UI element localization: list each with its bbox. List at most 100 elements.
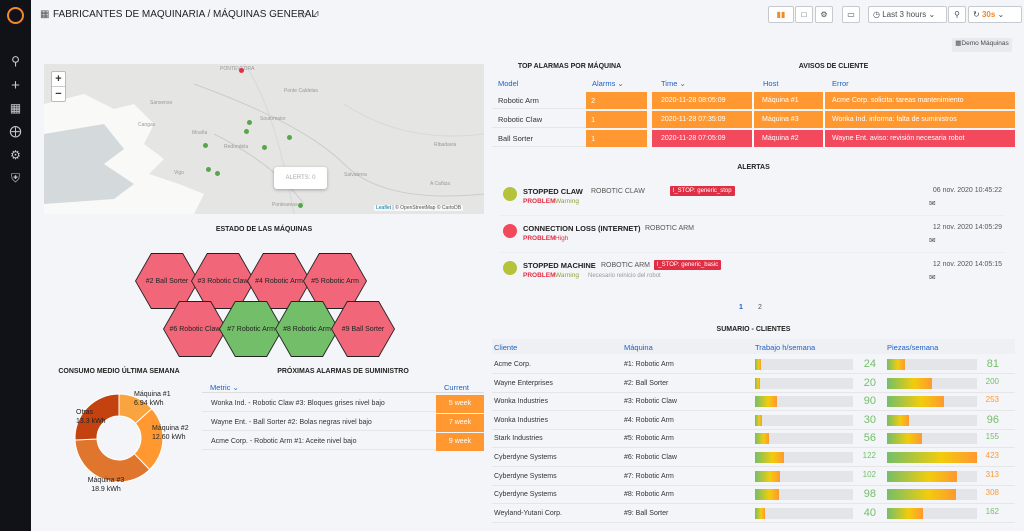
- divider: [823, 130, 825, 147]
- alert-item[interactable]: STOPPED CLAW ROBOTIC CLAW l_STOP: generic_…: [500, 182, 1005, 216]
- column-header-model[interactable]: Model: [498, 79, 519, 88]
- zoom-out-icon[interactable]: ⚲: [948, 6, 966, 23]
- pieces-value: 313: [985, 469, 999, 479]
- divider: [823, 92, 825, 109]
- column-header-current[interactable]: Current: [444, 383, 470, 392]
- alert-name[interactable]: STOPPED CLAW: [523, 187, 583, 196]
- tv-mode-icon[interactable]: ▭: [842, 6, 860, 23]
- table-row: [202, 395, 436, 412]
- map-zoom-in-button[interactable]: +: [52, 72, 65, 87]
- breadcrumb[interactable]: FABRICANTES DE MAQUINARIA / MÁQUINAS GEN…: [53, 9, 317, 20]
- explore-icon[interactable]: ⨁: [9, 124, 22, 138]
- refresh-picker[interactable]: ↻ 30s ⌄: [968, 6, 1022, 23]
- divider: [202, 392, 484, 393]
- pieces-bar-fill: [887, 433, 923, 445]
- settings-gear-icon[interactable]: ⚙: [815, 6, 833, 23]
- comment-icon[interactable]: ✉: [929, 199, 936, 208]
- machine-hex[interactable]: #4 Robotic Arm: [248, 254, 310, 308]
- comment-icon[interactable]: ✉: [929, 273, 936, 282]
- pieces-bar-bg: [887, 433, 977, 445]
- summary-machine: #2: Ball Sorter: [624, 379, 669, 387]
- column-header-pieces[interactable]: Piezas/semana: [887, 343, 939, 352]
- pieces-value: 162: [985, 506, 999, 516]
- pagination-page-1[interactable]: 1: [739, 304, 743, 311]
- donut-slice[interactable]: [74, 393, 120, 441]
- column-header-metric[interactable]: Metric ⌄: [210, 383, 239, 392]
- map-canvas[interactable]: [44, 64, 484, 214]
- shield-icon[interactable]: ⛨: [10, 171, 20, 185]
- search-icon[interactable]: ⚲: [11, 54, 20, 68]
- donut-label: 6.94 kWh: [134, 400, 164, 407]
- alert-name[interactable]: CONNECTION LOSS (INTERNET): [523, 224, 641, 233]
- divider: [752, 92, 754, 109]
- map-zoom-control: + −: [51, 71, 66, 102]
- column-header-host[interactable]: Host: [763, 79, 779, 88]
- gear-icon[interactable]: ⚙: [10, 148, 21, 162]
- map-zoom-out-button[interactable]: −: [55, 88, 62, 100]
- donut-chart[interactable]: Máquina #1 6.94 kWh Máquina #2 12.60 kWh Máq…: [44, 380, 194, 500]
- column-header-client[interactable]: Cliente: [494, 343, 518, 352]
- add-panel-button[interactable]: ▮▮: [768, 6, 794, 23]
- alert-machine: ROBOTIC ARM: [601, 262, 651, 269]
- heart-warning-icon: [503, 261, 517, 275]
- summary-client: Acme Corp.: [494, 361, 531, 368]
- supply-current: 7 week: [436, 414, 484, 432]
- table-row: [652, 130, 1015, 147]
- summary-client: Cyberdyne Systems: [494, 454, 557, 461]
- machine-hex[interactable]: #7 Robotic Arm: [220, 302, 282, 356]
- summary-client: Cyberdyne Systems: [494, 491, 557, 499]
- alert-name[interactable]: STOPPED MACHINE: [523, 261, 596, 270]
- star-icon[interactable]: ☆: [297, 9, 307, 21]
- map-marker-red[interactable]: [239, 68, 244, 73]
- machine-hex[interactable]: #9 Ball Sorter: [332, 302, 394, 356]
- comment-icon[interactable]: ✉: [929, 236, 936, 245]
- pieces-bar-fill: [887, 470, 958, 482]
- supply-metric: Acme Corp. - Robotic Arm #1: Aceite nive…: [211, 438, 357, 445]
- notice-time: 2020-11-28 07:05:09: [661, 135, 726, 142]
- map-marker-green[interactable]: [298, 203, 303, 208]
- dashboard-grid-icon: ▦: [40, 9, 50, 20]
- column-header-machine[interactable]: Máquina: [624, 343, 653, 352]
- grafana-logo-icon[interactable]: [7, 7, 24, 24]
- heart-broken-icon: [503, 224, 517, 238]
- column-header-alarms[interactable]: Alarms ⌄: [592, 79, 624, 88]
- share-icon[interactable]: ⩘: [313, 8, 319, 19]
- map-marker-green[interactable]: [287, 135, 292, 140]
- map-marker-green[interactable]: [262, 145, 267, 150]
- column-header-error[interactable]: Error: [832, 79, 849, 88]
- pieces-bar-bg: [887, 359, 977, 370]
- map-marker-green[interactable]: [244, 129, 249, 134]
- map-panel[interactable]: PONTEVEDRA Ponte Caldelas Soutomaior Red…: [44, 64, 484, 214]
- work-bar-fill: [755, 433, 769, 445]
- row-divider: [492, 373, 1015, 374]
- map-marker-green[interactable]: [215, 171, 220, 176]
- map-marker-green[interactable]: [247, 120, 252, 125]
- machine-hex[interactable]: #3 Robotic Claw: [192, 254, 254, 308]
- machine-hex[interactable]: #2 Ball Sorter: [136, 254, 198, 308]
- alert-severity: Warning: [555, 198, 579, 205]
- machine-hex[interactable]: #5 Robotic Arm: [304, 254, 366, 308]
- column-header-time[interactable]: Time ⌄: [661, 79, 686, 88]
- map-marker-green[interactable]: [206, 167, 211, 172]
- save-icon[interactable]: □: [795, 6, 813, 23]
- leaflet-link[interactable]: Leaflet: [376, 205, 392, 211]
- notice-error: Wayne Ent. aviso: revisión necesaria rob…: [832, 135, 965, 142]
- time-range-picker[interactable]: ◷ Last 3 hours ⌄: [868, 6, 947, 23]
- donut-label: Máquina #3: [88, 477, 125, 484]
- alarm-count: 1: [586, 111, 647, 128]
- summary-table: Cliente Máquina Trabajo h/semana Piezas/…: [492, 339, 1015, 525]
- map-marker-green[interactable]: [203, 143, 208, 148]
- demo-machines-button[interactable]: ▦Demo Máquinas: [952, 38, 1012, 52]
- pieces-value: 200: [985, 376, 999, 386]
- column-header-work[interactable]: Trabajo h/semana: [755, 343, 816, 352]
- alert-item[interactable]: STOPPED MACHINE ROBOTIC ARM l_STOP: generi…: [500, 256, 1005, 290]
- plus-icon[interactable]: +: [11, 77, 20, 94]
- dashboards-icon[interactable]: ▦: [9, 101, 22, 115]
- donut-slice[interactable]: [74, 438, 151, 483]
- machine-hex[interactable]: #8 Robotic Arm: [276, 302, 338, 356]
- work-bar-fill: [755, 470, 780, 482]
- alert-item[interactable]: CONNECTION LOSS (INTERNET) ROBOTIC ARM PRO…: [500, 219, 1005, 253]
- pagination-page-2[interactable]: 2: [758, 304, 762, 311]
- work-bar-bg: [755, 470, 853, 482]
- machine-hex[interactable]: #6 Robotic Claw: [164, 302, 226, 356]
